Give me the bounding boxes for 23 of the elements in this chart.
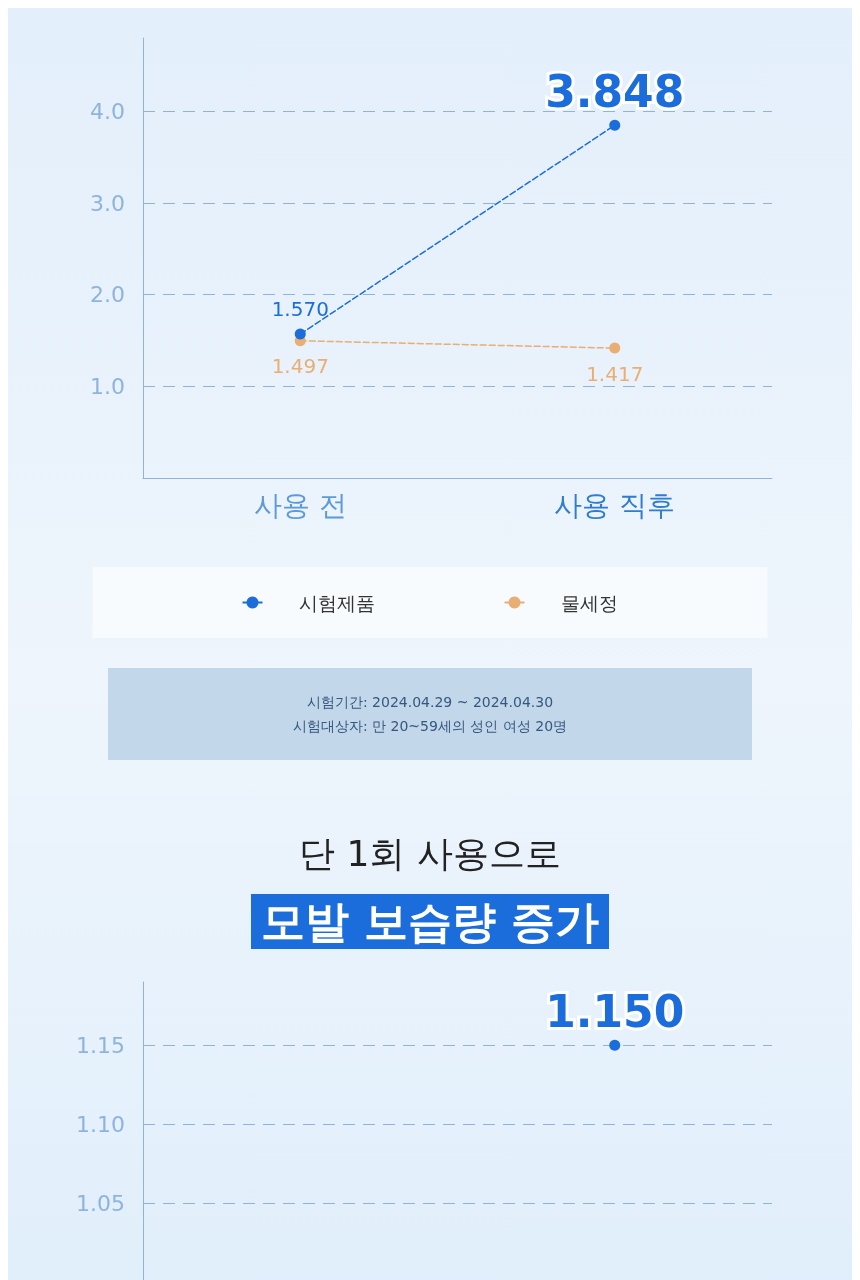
data-label: 1.497 <box>271 354 329 379</box>
y-tick-label: 1.0 <box>90 373 125 399</box>
chart-title: 모발 보습량 증가 <box>250 894 610 949</box>
point <box>609 342 621 354</box>
data-label: 1.150 <box>545 986 685 1038</box>
y-tick-label: 1.15 <box>76 1032 125 1058</box>
y-tick-label: 1.10 <box>76 1111 125 1137</box>
data-label: 1.570 <box>271 296 329 321</box>
point <box>609 119 621 131</box>
x-tick-label: 사용 직후 <box>554 488 676 522</box>
data-label: 3.848 <box>545 66 685 118</box>
y-tick-label: 2.0 <box>90 282 125 308</box>
text: 시험기간: 2024.04.29 ~ 2024.04.30 <box>305 693 555 712</box>
point <box>294 328 306 340</box>
y-tick-label: 4.0 <box>90 98 125 124</box>
chart-subtitle: 단 1회 사용으로 <box>298 832 562 876</box>
y-tick-label: 1.05 <box>76 1190 125 1216</box>
legend-label: 시험제품 <box>298 591 375 614</box>
data-label: 1.417 <box>586 361 644 386</box>
y-tick-label: 3.0 <box>90 190 125 216</box>
text: 시험대상자: 만 20~59세의 성인 여성 20명 <box>291 717 569 736</box>
x-tick-label: 사용 전 <box>253 488 347 522</box>
legend-label: 물세정 <box>560 591 618 614</box>
